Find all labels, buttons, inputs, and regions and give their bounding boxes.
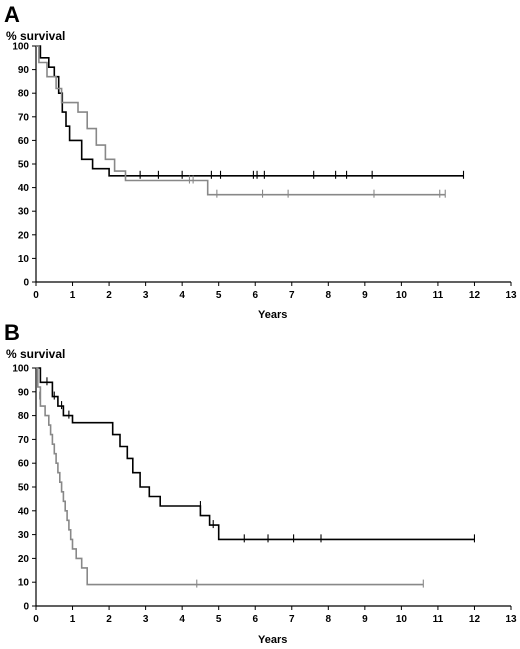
y-tick-label-b: 40	[18, 506, 30, 517]
x-tick-label-a: 2	[106, 290, 112, 301]
x-tick-label-b: 7	[289, 614, 295, 625]
x-tick-label-a: 11	[433, 290, 444, 301]
y-tick-label-a: 60	[18, 136, 30, 147]
panel-a: A % survival Years 010203040506070809010…	[4, 2, 517, 321]
y-tick-label-b: 60	[18, 459, 30, 470]
x-tick-label-a: 9	[362, 290, 368, 301]
y-tick-label-a: 50	[18, 160, 30, 171]
x-tick-label-b: 13	[505, 614, 517, 625]
y-tick-label-a: 40	[18, 183, 30, 194]
x-tick-label-b: 3	[143, 614, 149, 625]
x-tick-label-b: 0	[33, 614, 39, 625]
y-tick-label-b: 70	[18, 435, 30, 446]
x-tick-label-b: 9	[362, 614, 368, 625]
survival-curve-b-1	[36, 367, 475, 541]
x-tick-label-a: 7	[289, 290, 295, 301]
y-tick-label-b: 80	[18, 411, 30, 422]
y-tick-label-a: 90	[18, 65, 30, 76]
x-axis-label-a: Years	[258, 309, 287, 321]
x-tick-label-b: 4	[179, 614, 185, 625]
x-tick-label-b: 2	[106, 614, 112, 625]
panel-label-b: B	[4, 320, 20, 345]
y-tick-label-a: 0	[23, 278, 29, 289]
y-tick-label-a: 100	[12, 42, 29, 53]
y-tick-label-a: 70	[18, 112, 30, 123]
x-tick-label-a: 1	[70, 290, 76, 301]
y-tick-label-b: 30	[18, 530, 30, 541]
panel-b: B % survival Years 010203040506070809010…	[4, 320, 517, 646]
y-axis-label-b: % survival	[6, 347, 65, 361]
x-tick-label-a: 6	[252, 290, 258, 301]
y-tick-label-a: 10	[18, 254, 30, 265]
y-tick-label-b: 100	[12, 364, 29, 375]
y-tick-label-a: 30	[18, 207, 30, 218]
x-axis-label-b: Years	[258, 634, 287, 646]
x-tick-label-a: 12	[469, 290, 481, 301]
survival-curve-b-2	[36, 367, 424, 586]
y-tick-label-a: 20	[18, 230, 30, 241]
x-tick-label-a: 13	[505, 290, 517, 301]
x-tick-label-b: 5	[216, 614, 222, 625]
survival-curve-a-2	[36, 45, 446, 196]
y-tick-label-b: 0	[23, 602, 29, 613]
x-tick-label-a: 0	[33, 290, 39, 301]
x-tick-label-b: 6	[252, 614, 258, 625]
survival-curve-a-1	[36, 45, 464, 177]
x-tick-label-b: 12	[469, 614, 481, 625]
y-tick-label-a: 80	[18, 89, 30, 100]
x-tick-label-b: 10	[396, 614, 408, 625]
x-tick-label-b: 11	[433, 614, 444, 625]
y-tick-label-b: 90	[18, 387, 30, 398]
x-tick-label-b: 8	[326, 614, 332, 625]
x-tick-label-a: 10	[396, 290, 408, 301]
y-axis-label-a: % survival	[6, 29, 65, 43]
x-tick-label-a: 8	[326, 290, 332, 301]
y-tick-label-b: 10	[18, 578, 30, 589]
x-tick-label-a: 3	[143, 290, 149, 301]
x-tick-label-a: 5	[216, 290, 222, 301]
x-tick-label-b: 1	[70, 614, 76, 625]
y-tick-label-b: 20	[18, 554, 30, 565]
panel-label-a: A	[4, 2, 20, 27]
y-tick-label-b: 50	[18, 483, 30, 494]
x-tick-label-a: 4	[179, 290, 185, 301]
